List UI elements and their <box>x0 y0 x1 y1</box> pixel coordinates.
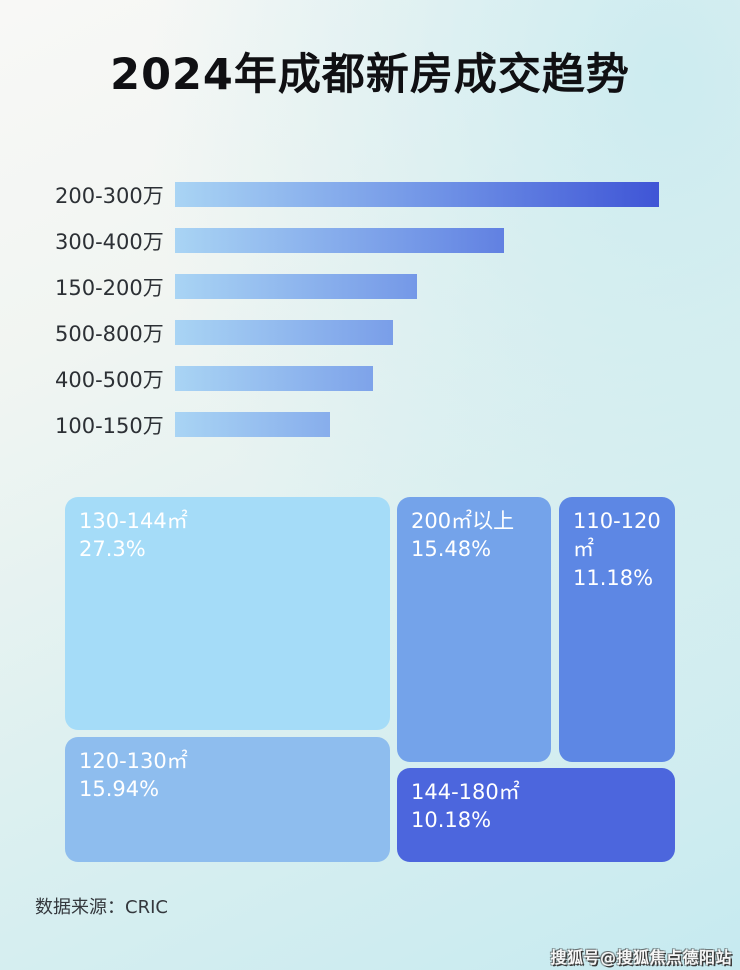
watermark-text: 搜狐号@搜狐焦点德阳站 <box>550 948 732 967</box>
bar-row: 100-150万 <box>55 412 660 438</box>
bar <box>175 228 505 253</box>
treemap-block-200-plus: 200㎡以上 15.48% <box>397 497 551 762</box>
treemap-block-value: 27.3% <box>79 537 146 562</box>
bar-track <box>175 274 660 299</box>
treemap-block-144-180: 144-180㎡ 10.18% <box>397 768 675 862</box>
bar-track <box>175 182 660 207</box>
bar-category-label: 300-400万 <box>55 229 164 254</box>
bar <box>175 366 374 391</box>
bar-category-label: 400-500万 <box>55 367 164 392</box>
treemap-block-value: 11.18% <box>573 565 654 590</box>
bar-row: 300-400万 <box>55 228 660 254</box>
bar-category-label: 100-150万 <box>55 413 164 438</box>
page-title: 2024年成都新房成交趋势 <box>110 50 630 100</box>
bar-category-label: 150-200万 <box>55 275 164 300</box>
bar <box>175 274 417 299</box>
bar-track <box>175 412 660 437</box>
data-source-label: 数据来源：CRIC <box>35 897 168 918</box>
treemap-block-label: 110-120㎡ <box>573 509 661 562</box>
bar <box>175 182 659 207</box>
bar <box>175 412 330 437</box>
bar-chart-rows: 200-300万 300-400万 150-200万 500-800万 400-500万… <box>55 182 660 438</box>
treemap-block-label: 144-180㎡ <box>411 780 520 804</box>
bar-row: 500-800万 <box>55 320 660 346</box>
bar-category-label: 500-800万 <box>55 321 164 346</box>
treemap-block-label: 120-130㎡ <box>79 749 188 773</box>
bar <box>175 320 393 345</box>
bar-track <box>175 228 660 253</box>
treemap-block-value: 15.94% <box>79 777 160 802</box>
bar-category-label: 200-300万 <box>55 183 164 208</box>
bar-row: 400-500万 <box>55 366 660 392</box>
treemap-block-value: 15.48% <box>411 537 492 562</box>
bar-track <box>175 320 660 345</box>
bar-row: 150-200万 <box>55 274 660 300</box>
area-size-treemap: 130-144㎡ 27.3% 120-130㎡ 15.94% 200㎡以上 15… <box>65 497 675 862</box>
treemap-block-120-130: 120-130㎡ 15.94% <box>65 737 390 862</box>
treemap-block-value: 10.18% <box>411 808 492 833</box>
bar-track <box>175 366 660 391</box>
treemap-block-label: 130-144㎡ <box>79 509 188 533</box>
treemap-block-130-144: 130-144㎡ 27.3% <box>65 497 390 730</box>
treemap-block-label: 200㎡以上 <box>411 509 515 533</box>
treemap-block-110-120: 110-120㎡ 11.18% <box>559 497 675 762</box>
price-range-bar-chart: 200-300万 300-400万 150-200万 500-800万 400-500万… <box>55 182 660 458</box>
bar-row: 200-300万 <box>55 182 660 208</box>
